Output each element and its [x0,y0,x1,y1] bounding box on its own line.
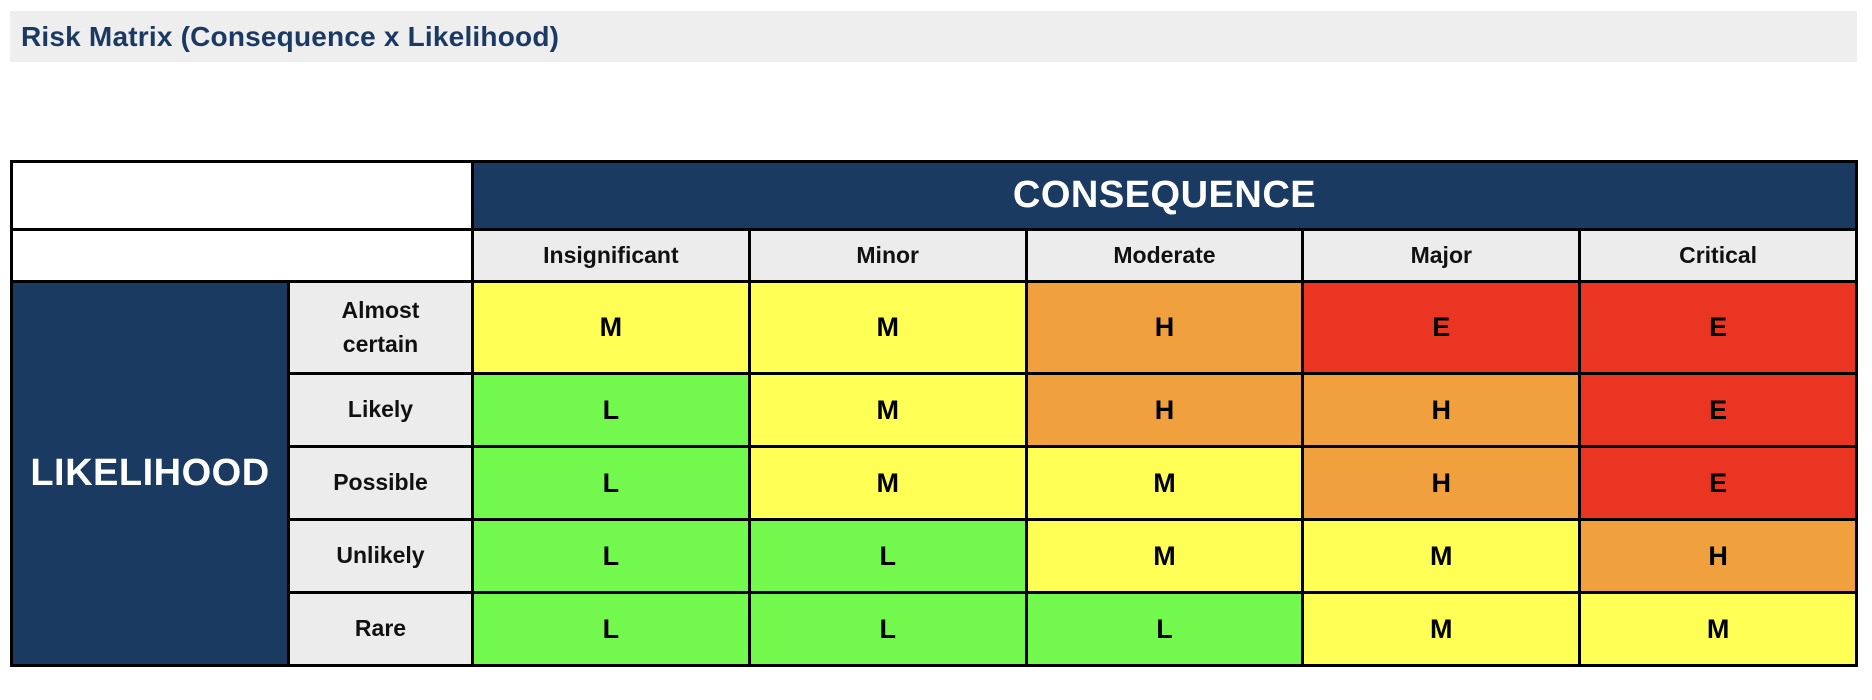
likelihood-level-2: Possible [287,445,474,521]
consequence-levels-row: Insignificant Minor Moderate Major Critical [10,228,1858,283]
risk-cell-3-0: L [471,518,751,594]
matrix-row-3: Unlikely L L M M H [12,518,1858,594]
consequence-level-1: Minor [747,228,1028,283]
risk-cell-3-4: H [1578,518,1858,594]
risk-cell-1-4: E [1578,372,1858,448]
risk-cell-4-3: M [1301,591,1582,667]
risk-cell-2-2: M [1024,445,1305,521]
risk-cell-2-4: E [1578,445,1858,521]
consequence-axis-header: CONSEQUENCE [471,160,1858,231]
risk-cell-2-1: M [747,445,1028,521]
consequence-header-row: CONSEQUENCE [10,160,1858,231]
corner-spacer-lower [10,228,474,283]
matrix-row-2: Possible L M M H E [12,445,1858,521]
risk-cell-4-1: L [747,591,1028,667]
likelihood-level-3: Unlikely [287,518,474,594]
risk-cell-2-3: H [1301,445,1582,521]
risk-matrix: CONSEQUENCE Insignificant Minor Moderate Maj… [10,160,1858,667]
risk-cell-2-0: L [471,445,751,521]
risk-cell-4-2: L [1024,591,1305,667]
risk-cell-4-0: L [471,591,751,667]
risk-cell-4-4: M [1578,591,1858,667]
likelihood-level-1: Likely [287,372,474,448]
risk-cell-1-1: M [747,372,1028,448]
consequence-level-2: Moderate [1024,228,1305,283]
risk-cell-1-3: H [1301,372,1582,448]
risk-cell-1-2: H [1024,372,1305,448]
risk-cell-0-4: E [1578,280,1858,375]
title-bar: Risk Matrix (Consequence x Likelihood) [10,11,1857,62]
likelihood-level-0: Almost certain [287,280,474,375]
consequence-level-4: Critical [1578,228,1858,283]
risk-cell-0-1: M [747,280,1028,375]
risk-cell-3-2: M [1024,518,1305,594]
risk-cell-0-3: E [1301,280,1582,375]
risk-cell-3-1: L [747,518,1028,594]
page-title: Risk Matrix (Consequence x Likelihood) [21,20,560,52]
matrix-row-0: LIKELIHOOD Almost certain M M H E E [10,280,1858,667]
matrix-row-4: Rare L L L M M [12,591,1858,667]
risk-cell-3-3: M [1301,518,1582,594]
risk-matrix-table: CONSEQUENCE Insignificant Minor Moderate Maj… [10,160,1858,667]
likelihood-level-4: Rare [287,591,474,667]
consequence-level-3: Major [1301,228,1582,283]
consequence-level-0: Insignificant [471,228,751,283]
corner-spacer [10,160,474,231]
risk-cell-1-0: L [471,372,751,448]
likelihood-axis-header: LIKELIHOOD [10,280,290,667]
matrix-row-1: Likely L M H H E [12,372,1858,448]
risk-cell-0-2: H [1024,280,1305,375]
risk-cell-0-0: M [471,280,751,375]
